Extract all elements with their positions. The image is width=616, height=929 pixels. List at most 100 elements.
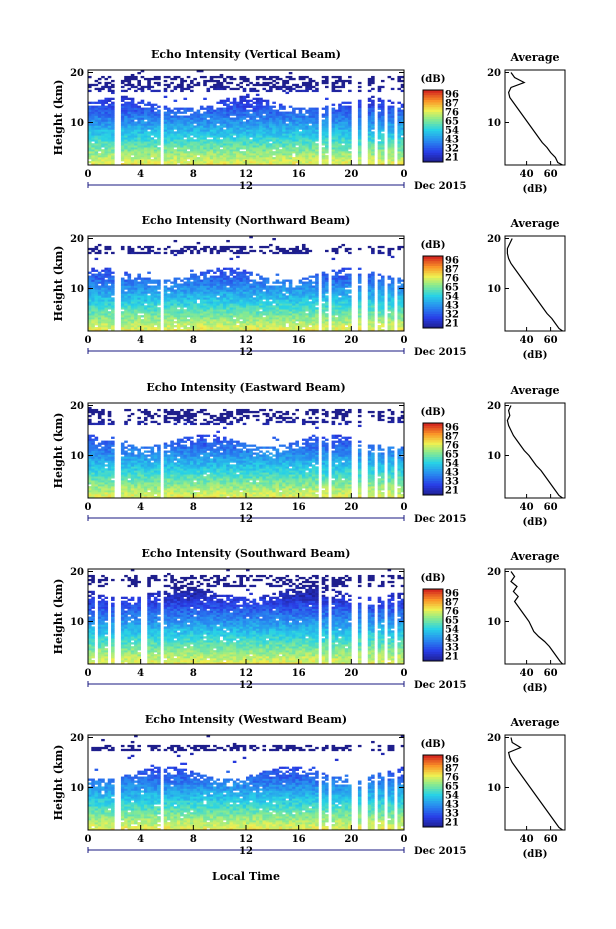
heatmap-cell	[298, 89, 303, 93]
heatmap-cell	[186, 291, 191, 294]
heatmap-cell	[111, 159, 115, 162]
heatmap-cell	[308, 281, 313, 284]
heatmap-cell	[325, 305, 329, 308]
heatmap-cell	[321, 271, 326, 274]
heatmap-cell	[104, 285, 109, 288]
heatmap-cell	[400, 137, 405, 140]
heatmap-cell	[157, 135, 161, 138]
heatmap-cell	[282, 125, 286, 128]
heatmap-cell	[262, 123, 267, 126]
heatmap-cell	[367, 147, 372, 150]
heatmap-cell	[262, 83, 267, 87]
heatmap-cell	[311, 89, 316, 93]
heatmap-cell	[377, 163, 382, 166]
heatmap-cell	[101, 115, 105, 118]
heatmap-cell	[255, 77, 260, 81]
heatmap-cell	[325, 137, 329, 140]
heatmap-cell	[163, 287, 168, 290]
heatmap-cell	[265, 133, 270, 136]
heatmap-cell	[170, 157, 174, 160]
heatmap-cell	[111, 101, 115, 104]
heatmap-cell	[101, 87, 105, 91]
heatmap-cell	[199, 113, 204, 116]
heatmap-cell	[331, 291, 336, 294]
heatmap-cell	[88, 153, 92, 156]
heatmap-cell	[282, 301, 286, 304]
heatmap-cell	[91, 301, 95, 304]
heatmap-cell	[196, 163, 201, 166]
heatmap-cell	[137, 113, 141, 116]
heatmap-cell	[190, 157, 194, 160]
heatmap-cell	[97, 119, 102, 122]
heatmap-cell	[186, 145, 191, 148]
heatmap-cell	[331, 121, 336, 124]
heatmap-cell	[222, 275, 227, 278]
heatmap-cell	[315, 143, 319, 146]
heatmap-cell	[222, 161, 227, 164]
heatmap-cell	[173, 141, 178, 144]
heatmap-cell	[236, 291, 240, 294]
heatmap-cell	[269, 249, 273, 253]
heatmap-cell	[170, 299, 174, 302]
heatmap-cell	[130, 127, 135, 130]
heatmap-cell	[88, 133, 92, 136]
heatmap-cell	[97, 305, 102, 308]
heatmap-cell	[150, 323, 155, 326]
heatmap-cell	[173, 297, 178, 300]
heatmap-cell	[186, 141, 191, 144]
heatmap-cell	[325, 299, 329, 302]
heatmap-cell	[301, 113, 306, 116]
heatmap-cell	[252, 315, 257, 318]
heatmap-cell	[176, 321, 181, 324]
heatmap-cell	[236, 107, 240, 110]
heatmap-cell	[203, 133, 207, 136]
heatmap-cell	[367, 107, 372, 110]
heatmap-cell	[334, 123, 339, 126]
heatmap-cell	[226, 113, 230, 116]
heatmap-cell	[255, 161, 260, 164]
heatmap-cell	[249, 323, 253, 326]
heatmap-cell	[124, 301, 128, 304]
heatmap-cell	[249, 153, 253, 156]
heatmap-cell	[334, 113, 339, 116]
heatmap-cell	[127, 313, 132, 316]
heatmap-cell	[147, 85, 151, 89]
heatmap-cell	[180, 83, 184, 87]
heatmap-cell	[97, 135, 102, 138]
heatmap-cell	[397, 151, 402, 154]
heatmap-cell	[292, 311, 296, 314]
heatmap-cell	[400, 163, 405, 166]
heatmap-cell	[377, 131, 382, 134]
heatmap-cell	[338, 285, 342, 288]
heatmap-cell	[190, 139, 194, 142]
heatmap-cell	[163, 135, 168, 138]
heatmap-cell	[295, 125, 299, 128]
heatmap-cell	[344, 137, 349, 140]
heatmap-cell	[325, 273, 329, 276]
heatmap-cell	[325, 121, 329, 124]
heatmap-cell	[199, 293, 204, 296]
heatmap-cell	[387, 131, 392, 134]
heatmap-cell	[97, 117, 102, 120]
heatmap-cell	[400, 133, 405, 136]
heatmap-cell	[380, 129, 385, 132]
heatmap-cell	[301, 317, 306, 320]
heatmap-cell	[236, 295, 240, 298]
heatmap-cell	[246, 105, 250, 108]
heatmap-cell	[272, 143, 276, 146]
heatmap-cell	[321, 287, 326, 290]
heatmap-cell	[252, 97, 257, 100]
heatmap-cell	[341, 159, 346, 162]
heatmap-cell	[272, 75, 276, 79]
heatmap-cell	[278, 315, 283, 318]
heatmap-cell	[265, 301, 270, 304]
heatmap-cell	[292, 77, 296, 81]
heatmap-cell	[308, 87, 313, 91]
heatmap-cell	[167, 279, 171, 282]
heatmap-cell	[183, 97, 188, 100]
heatmap-cell	[377, 141, 382, 144]
heatmap-cell	[272, 289, 276, 292]
heatmap-cell	[305, 301, 309, 304]
heatmap-cell	[305, 277, 309, 280]
heatmap-cell	[183, 125, 188, 128]
